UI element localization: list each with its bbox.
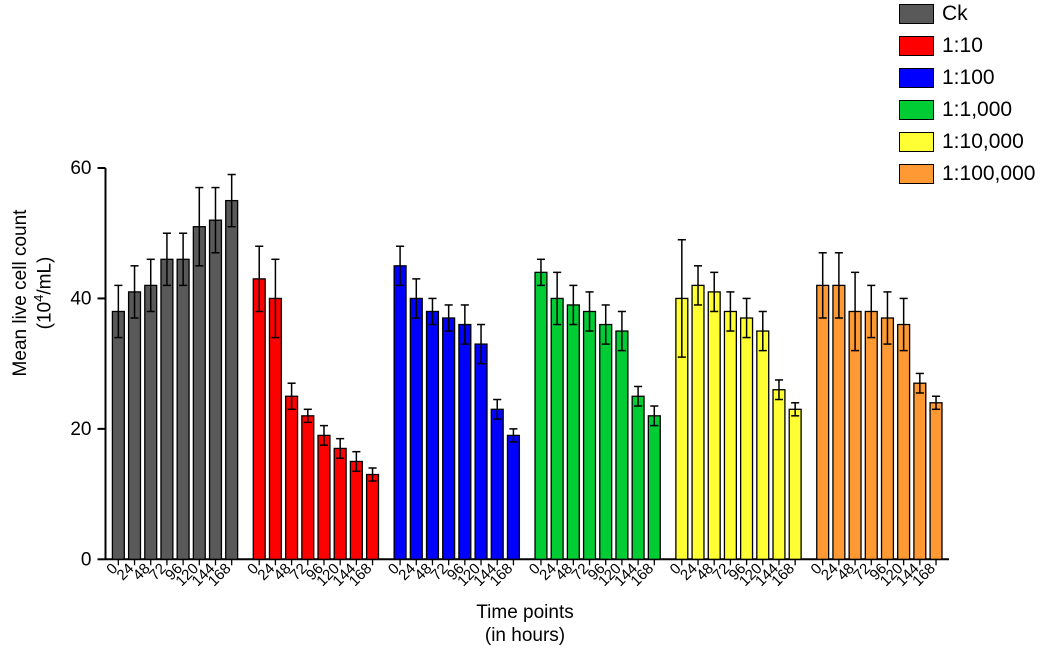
svg-text:40: 40 bbox=[70, 288, 91, 309]
svg-text:60: 60 bbox=[70, 158, 91, 179]
svg-text:20: 20 bbox=[70, 419, 91, 440]
svg-text:0: 0 bbox=[81, 549, 92, 570]
